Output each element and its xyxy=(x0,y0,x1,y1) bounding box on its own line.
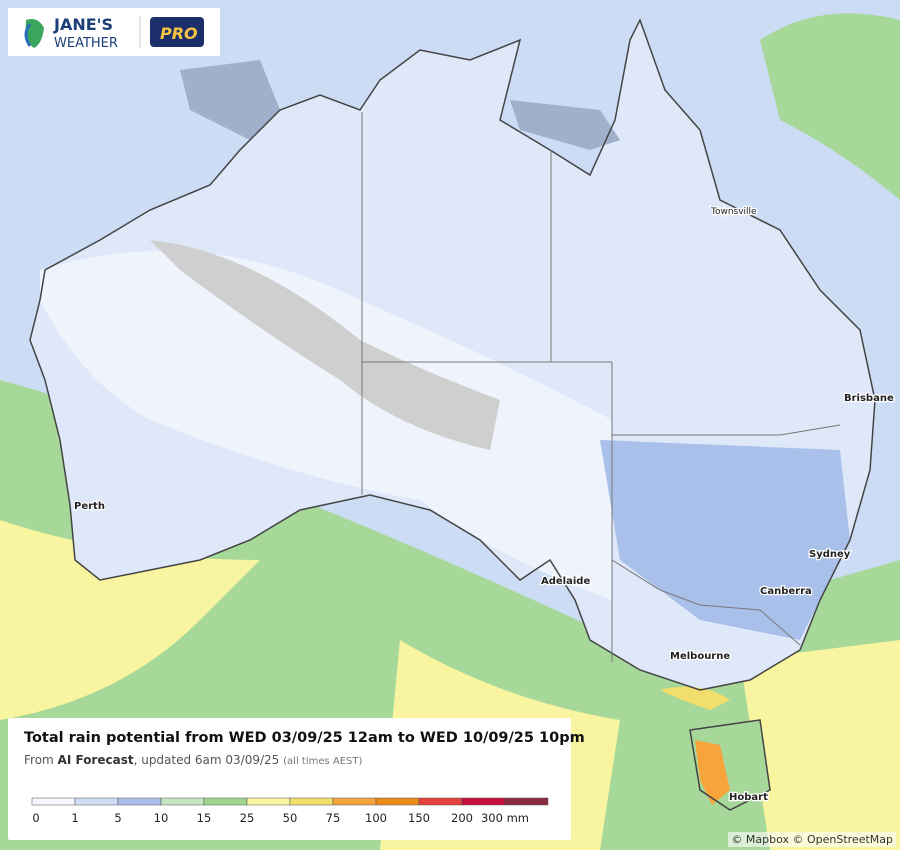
rain-band-orange xyxy=(695,740,730,805)
legend-panel: Total rain potential from WED 03/09/25 1… xyxy=(8,718,585,840)
subtitle-note: (all times AEST) xyxy=(283,756,363,767)
state-border xyxy=(612,424,841,436)
legend-swatch xyxy=(203,797,248,806)
legend-swatch xyxy=(504,797,549,806)
city-labels: Townsville Brisbane Perth Sydney Adelaide Can… xyxy=(73,206,895,805)
rain-band-yellow xyxy=(740,640,900,850)
city-label: Adelaide xyxy=(541,576,590,587)
city-label: Sydney xyxy=(809,549,851,560)
subtitle-text: From xyxy=(24,753,58,767)
legend-label: 10 xyxy=(154,811,169,825)
legend-swatch xyxy=(31,797,76,806)
coastline xyxy=(29,18,876,691)
city-label: Perth xyxy=(74,501,105,512)
legend-swatch xyxy=(117,797,162,806)
legend-swatch xyxy=(332,797,377,806)
legend-title: Total rain potential from WED 03/09/25 1… xyxy=(24,730,585,746)
city-label: Brisbane xyxy=(844,393,894,404)
city-label: Melbourne xyxy=(670,651,730,662)
rain-band-yellow-dark xyxy=(660,686,730,710)
legend-label: 100 xyxy=(365,811,387,825)
legend-label: 300 mm xyxy=(481,811,529,825)
logo: JANE'S WEATHER PRO xyxy=(8,8,220,56)
state-border xyxy=(611,559,801,646)
logo-drop xyxy=(24,23,32,47)
rain-band-blue xyxy=(600,440,850,640)
legend-swatch xyxy=(160,797,205,806)
pro-badge xyxy=(150,17,204,47)
legend-swatch xyxy=(375,797,420,806)
legend-label: 15 xyxy=(197,811,212,825)
logo-text: WEATHER xyxy=(54,36,118,51)
rain-band-dry xyxy=(40,250,612,600)
rain-band-grey xyxy=(150,240,500,450)
logo-text: JANE'S xyxy=(53,15,113,34)
rain-band-grey-blue xyxy=(510,100,620,150)
legend-scale: 0 1 5 10 15 25 50 75 100 150 200 300 mm xyxy=(31,797,549,825)
legend-swatch xyxy=(74,797,119,806)
logo-graphic: JANE'S WEATHER PRO xyxy=(24,15,204,51)
legend-label: 1 xyxy=(71,811,78,825)
legend-swatch xyxy=(461,797,506,806)
legend-subtitle: From AI Forecast, updated 6am 03/09/25 (… xyxy=(24,753,362,767)
rain-band-yellow xyxy=(0,520,260,720)
legend-label: 50 xyxy=(283,811,298,825)
legend-label: 150 xyxy=(408,811,430,825)
legend-label: 5 xyxy=(114,811,121,825)
city-label: Townsville xyxy=(710,207,757,217)
pro-text: PRO xyxy=(160,24,198,43)
city-label: Canberra xyxy=(760,586,812,597)
subtitle-text: , updated 6am 03/09/25 xyxy=(133,753,280,767)
city-label: Hobart xyxy=(729,792,768,803)
legend-label: 0 xyxy=(32,811,39,825)
legend-label: 200 xyxy=(451,811,473,825)
legend-swatch xyxy=(246,797,291,806)
subtitle-source: AI Forecast xyxy=(57,753,134,767)
attribution: © Mapbox © OpenStreetMap xyxy=(728,832,896,847)
logo-leaf xyxy=(25,19,44,48)
state-borders xyxy=(361,112,841,662)
legend-label: 75 xyxy=(326,811,341,825)
coastline xyxy=(689,719,771,811)
rain-band-grey-blue xyxy=(180,60,280,140)
rain-band-green xyxy=(760,13,900,201)
legend-swatch xyxy=(418,797,463,806)
legend-swatch xyxy=(289,797,334,806)
legend-label: 25 xyxy=(240,811,255,825)
